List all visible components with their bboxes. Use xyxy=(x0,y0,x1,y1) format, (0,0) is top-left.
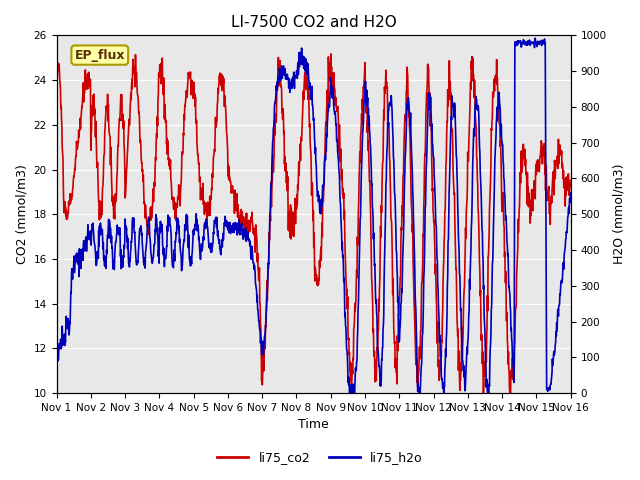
li75_co2 xyxy=(52,59,60,64)
li75_h2o xyxy=(52,350,60,356)
Title: LI-7500 CO2 and H2O: LI-7500 CO2 and H2O xyxy=(230,15,396,30)
li75_co2 xyxy=(394,348,401,354)
li75_co2 xyxy=(327,51,335,57)
li75_co2 xyxy=(154,93,162,98)
Y-axis label: CO2 (mmol/m3): CO2 (mmol/m3) xyxy=(15,164,28,264)
li75_h2o xyxy=(567,190,575,195)
li75_h2o xyxy=(346,390,353,396)
Legend: li75_co2, li75_h2o: li75_co2, li75_h2o xyxy=(212,446,428,469)
Line: li75_co2: li75_co2 xyxy=(56,54,571,393)
li75_h2o xyxy=(154,253,162,259)
li75_h2o xyxy=(225,228,232,233)
Y-axis label: H2O (mmol/m3): H2O (mmol/m3) xyxy=(612,164,625,264)
li75_co2 xyxy=(506,389,514,395)
li75_co2 xyxy=(167,177,175,183)
Text: EP_flux: EP_flux xyxy=(74,48,125,61)
li75_h2o xyxy=(461,369,468,374)
li75_co2 xyxy=(348,390,355,396)
li75_h2o xyxy=(394,274,401,279)
X-axis label: Time: Time xyxy=(298,419,329,432)
li75_co2 xyxy=(225,162,232,168)
Line: li75_h2o: li75_h2o xyxy=(56,38,571,393)
li75_h2o xyxy=(506,291,514,297)
li75_h2o xyxy=(531,36,539,41)
li75_h2o xyxy=(167,227,175,233)
li75_co2 xyxy=(567,178,575,183)
li75_co2 xyxy=(461,266,468,272)
